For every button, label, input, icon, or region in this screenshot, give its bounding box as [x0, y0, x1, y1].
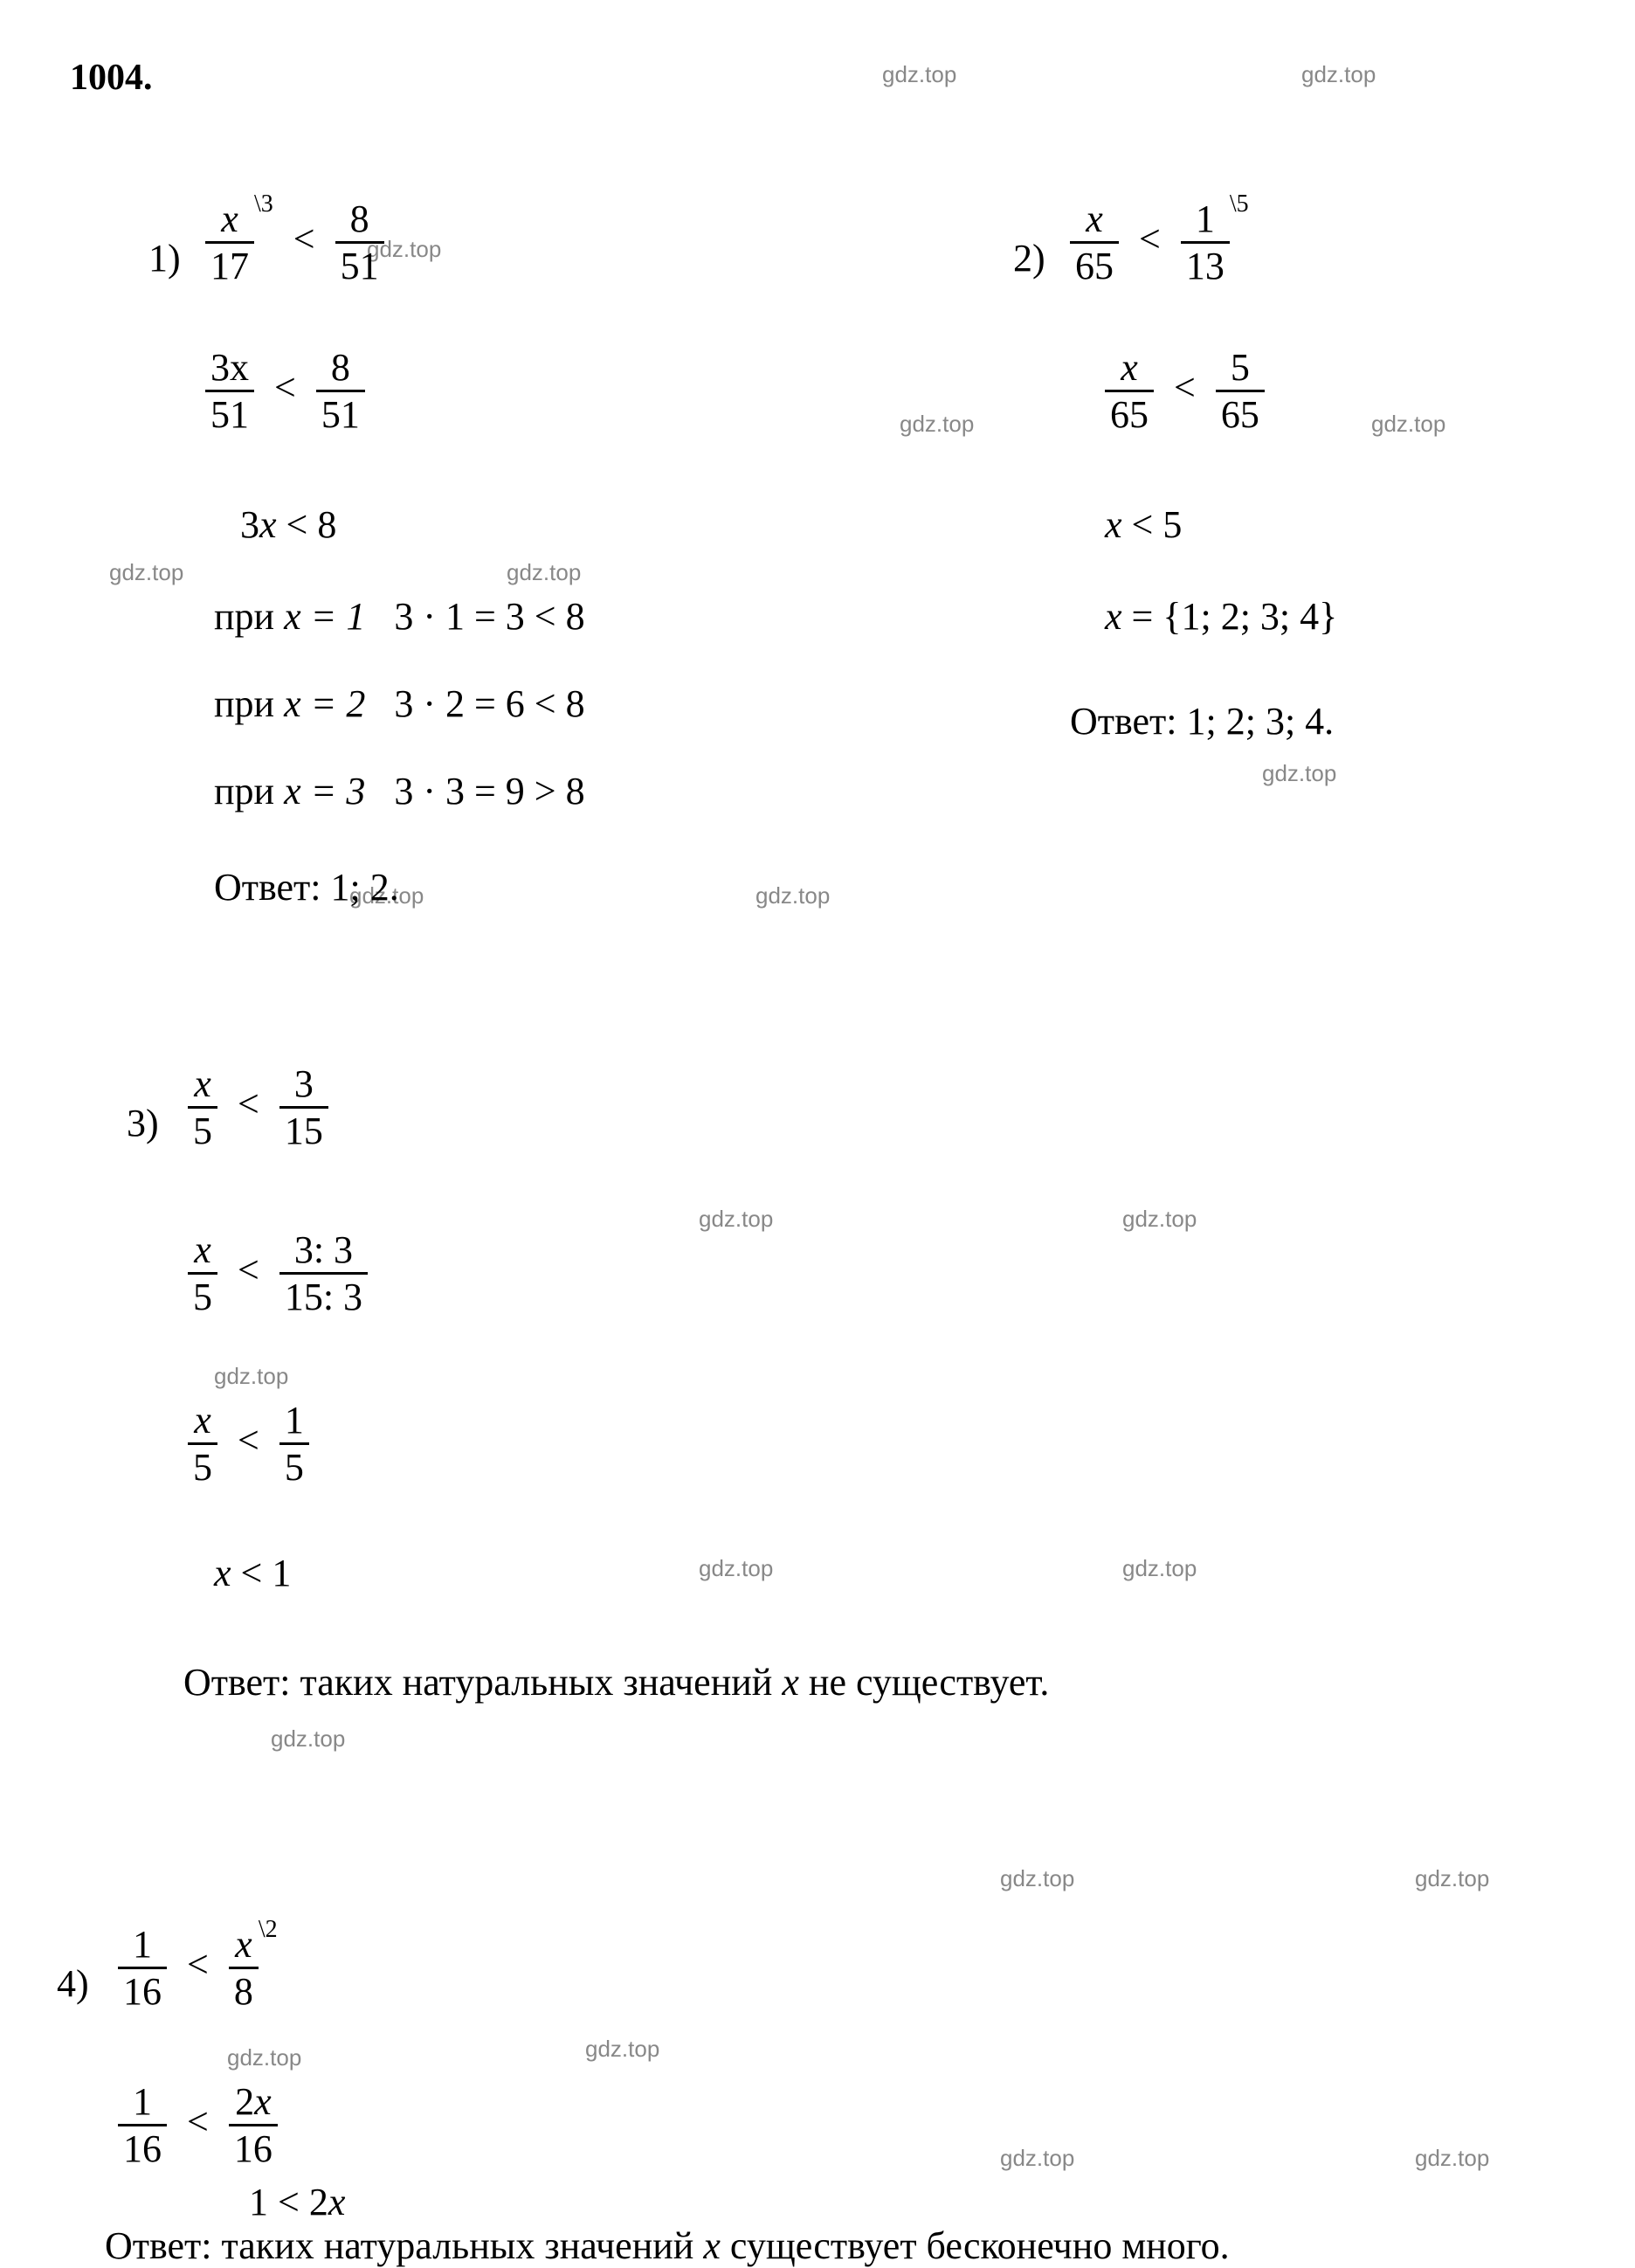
watermark: gdz.top — [1415, 2145, 1489, 2172]
watermark: gdz.top — [507, 559, 581, 586]
frac-den: 15 — [279, 1109, 328, 1153]
part4-label: 4) — [57, 1961, 89, 2006]
problem-number: 1004. — [70, 57, 153, 99]
lt-sign: < — [274, 366, 296, 409]
lt-sign: < — [1174, 366, 1196, 409]
frac-num: 1 — [279, 1398, 309, 1445]
frac-num: x — [188, 1227, 217, 1275]
frac-den: 51 — [205, 392, 254, 437]
part1-check1: при x = 1 3 · 1 = 3 < 8 — [214, 594, 585, 639]
watermark: gdz.top — [1000, 2145, 1074, 2172]
part1-label: 1) — [148, 236, 181, 280]
part1-expr3: 3x < 8 — [240, 502, 336, 547]
frac-num: 3 — [279, 1061, 328, 1109]
lt-sign: < — [238, 1419, 259, 1462]
frac-den: 16 — [229, 2126, 278, 2171]
part3-expr1: x5 < 315 — [188, 1061, 328, 1153]
part3-expr4: x < 1 — [214, 1551, 291, 1595]
part1-answer: Ответ: 1; 2. — [214, 865, 399, 909]
frac-den: 17 — [205, 244, 254, 288]
part3-label: 3) — [127, 1101, 159, 1145]
frac-den: 13 — [1181, 244, 1230, 288]
frac-num: 1 — [118, 2079, 167, 2126]
watermark: gdz.top — [271, 1725, 345, 1753]
watermark: gdz.top — [1371, 411, 1445, 438]
frac-den: 65 — [1070, 244, 1119, 288]
part3-answer: Ответ: таких натуральных значений x не с… — [183, 1660, 1049, 1704]
watermark: gdz.top — [1000, 1865, 1074, 1892]
part4-expr1: 116 < x8\2 — [118, 1922, 278, 2014]
frac-num: 8 — [316, 345, 365, 392]
part4-answer: Ответ: таких натуральных значений x суще… — [105, 2223, 1230, 2268]
watermark: gdz.top — [699, 1206, 773, 1233]
frac-num: 1 — [118, 1922, 167, 1969]
frac-num: 3: 3 — [279, 1227, 368, 1275]
frac-num: 8 — [335, 197, 384, 244]
watermark: gdz.top — [882, 61, 956, 88]
frac-num: x — [188, 1398, 217, 1445]
frac-den: 15: 3 — [279, 1275, 368, 1319]
part3-expr3: x5 < 15 — [188, 1398, 309, 1490]
part4-expr3: 1 < 2x — [249, 2180, 345, 2224]
part2-expr4: x = {1; 2; 3; 4} — [1105, 594, 1337, 639]
lt-sign: < — [238, 1248, 259, 1291]
watermark: gdz.top — [109, 559, 183, 586]
lt-sign: < — [1139, 218, 1161, 260]
watermark: gdz.top — [1301, 61, 1376, 88]
lt-sign: < — [238, 1082, 259, 1125]
part4-expr2: 116 < 2x16 — [118, 2079, 278, 2171]
frac-num: 1 — [1181, 197, 1230, 244]
frac-den: 51 — [335, 244, 384, 288]
watermark: gdz.top — [1262, 760, 1336, 787]
frac-den: 65 — [1216, 392, 1265, 437]
watermark: gdz.top — [1122, 1555, 1197, 1582]
part1-expr2: 3x51 < 851 — [205, 345, 365, 437]
frac-den: 51 — [316, 392, 365, 437]
part3-expr2: x5 < 3: 315: 3 — [188, 1227, 368, 1319]
frac-num: 3x — [205, 345, 254, 392]
part1-check2: при x = 2 3 · 2 = 6 < 8 — [214, 681, 585, 726]
watermark: gdz.top — [1122, 1206, 1197, 1233]
frac-num: x — [1070, 197, 1119, 244]
watermark: gdz.top — [1415, 1865, 1489, 1892]
frac-num: 5 — [1216, 345, 1265, 392]
superscript: \3 — [254, 190, 273, 218]
frac-den: 5 — [188, 1275, 217, 1319]
part2-expr2: x65 < 565 — [1105, 345, 1265, 437]
watermark: gdz.top — [585, 2036, 659, 2063]
lt-sign: < — [293, 218, 315, 260]
part1-expr1: x17\3 < 851 — [205, 197, 384, 288]
part2-answer: Ответ: 1; 2; 3; 4. — [1070, 699, 1334, 743]
frac-num: 2x — [229, 2079, 278, 2126]
watermark: gdz.top — [699, 1555, 773, 1582]
part2-expr3: x < 5 — [1105, 502, 1182, 547]
watermark: gdz.top — [755, 882, 830, 909]
part2-expr1: x65 < 113\5 — [1070, 197, 1249, 288]
superscript: \2 — [259, 1916, 278, 1943]
lt-sign: < — [187, 2100, 209, 2143]
frac-den: 16 — [118, 2126, 167, 2171]
frac-den: 5 — [279, 1445, 309, 1490]
superscript: \5 — [1230, 190, 1249, 218]
frac-num: x — [188, 1061, 217, 1109]
frac-den: 65 — [1105, 392, 1154, 437]
frac-num: x — [1105, 345, 1154, 392]
frac-den: 5 — [188, 1445, 217, 1490]
watermark: gdz.top — [214, 1363, 288, 1390]
frac-den: 8 — [229, 1969, 259, 2014]
lt-sign: < — [187, 1943, 209, 1986]
frac-den: 5 — [188, 1109, 217, 1153]
part1-check3: при x = 3 3 · 3 = 9 > 8 — [214, 769, 585, 813]
frac-num: x — [205, 197, 254, 244]
part2-label: 2) — [1013, 236, 1045, 280]
frac-num: x — [229, 1922, 259, 1969]
watermark: gdz.top — [900, 411, 974, 438]
watermark: gdz.top — [227, 2044, 301, 2071]
frac-den: 16 — [118, 1969, 167, 2014]
